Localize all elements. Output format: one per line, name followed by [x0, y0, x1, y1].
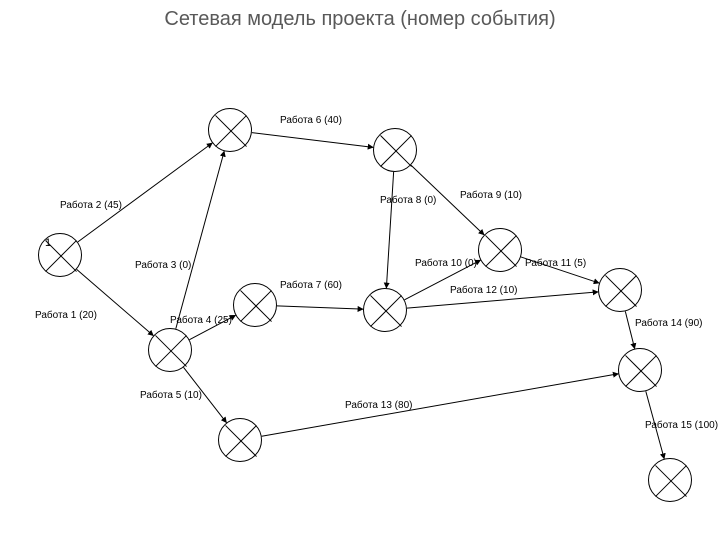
node-n5: [233, 283, 277, 327]
edge: [625, 311, 634, 348]
node-n9: [598, 268, 642, 312]
edge: [252, 133, 373, 148]
edge: [176, 151, 224, 329]
edge-label: Работа 6 (40): [280, 115, 342, 126]
edge: [78, 143, 213, 242]
edge-label: Работа 1 (20): [35, 310, 97, 321]
edge-label: Работа 12 (10): [450, 285, 517, 296]
node-n6: [373, 128, 417, 172]
node-n1: 1: [38, 233, 82, 277]
edge-label: Работа 14 (90): [635, 318, 702, 329]
edge: [277, 306, 363, 309]
node-n3: [208, 108, 252, 152]
edge-label: Работа 8 (0): [380, 195, 436, 206]
diagram-title: Сетевая модель проекта (номер события): [0, 8, 720, 31]
edge-label: Работа 13 (80): [345, 400, 412, 411]
edge: [262, 374, 619, 436]
edge-label: Работа 9 (10): [460, 190, 522, 201]
node-n4: [218, 418, 262, 462]
edge-label: Работа 11 (5): [525, 258, 586, 269]
node-n10: [618, 348, 662, 392]
edge-label: Работа 4 (25): [170, 315, 232, 326]
edge-label: Работа 3 (0): [135, 260, 191, 271]
node-label: 1: [45, 237, 51, 249]
edge: [386, 172, 393, 288]
edge-label: Работа 5 (10): [140, 390, 202, 401]
edge-label: Работа 10 (0): [415, 258, 477, 269]
node-n8: [478, 228, 522, 272]
edge-label: Работа 15 (100): [645, 420, 718, 431]
node-n11: [648, 458, 692, 502]
node-n7: [363, 288, 407, 332]
node-n2: [148, 328, 192, 372]
edge-label: Работа 2 (45): [60, 200, 122, 211]
diagram-canvas: Сетевая модель проекта (номер события) 1…: [0, 0, 720, 540]
edge-label: Работа 7 (60): [280, 280, 342, 291]
edge: [77, 269, 154, 335]
